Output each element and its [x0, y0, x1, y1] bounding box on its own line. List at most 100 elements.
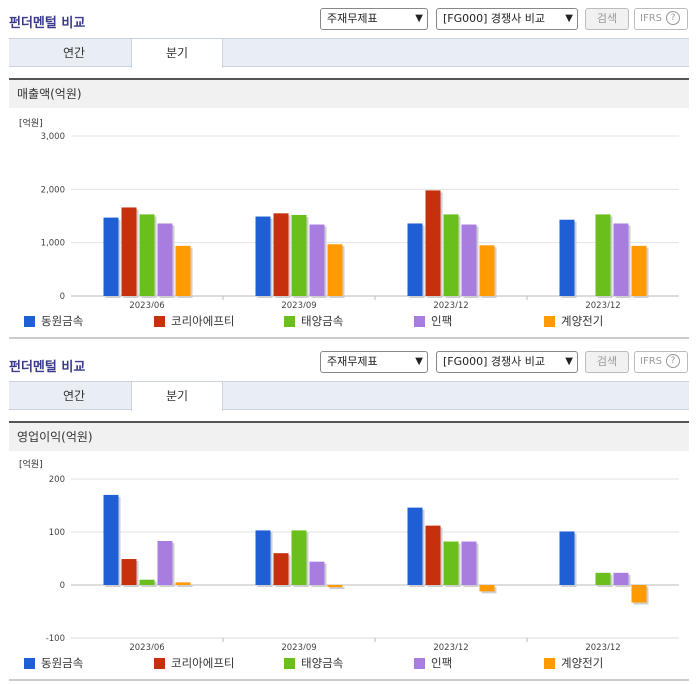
- ifrs-help[interactable]: IFRS?: [634, 351, 688, 373]
- tab-annual[interactable]: 연간: [62, 389, 86, 403]
- legend-swatch: [544, 658, 555, 669]
- bar: [255, 530, 271, 585]
- bar-shadow: [177, 584, 193, 587]
- bar: [291, 214, 307, 296]
- bar: [425, 525, 441, 585]
- tab-annual[interactable]: 연간: [62, 46, 86, 60]
- ifrs-help[interactable]: IFRS?: [634, 8, 688, 30]
- tab-bar: 연간 분기: [9, 38, 689, 68]
- x-tick-label: 2023/06: [129, 643, 164, 650]
- legend: 동원금속 코리아에프티 태양금속 인팩 계양전기: [24, 313, 684, 329]
- bar: [461, 224, 477, 296]
- bar: [157, 223, 173, 296]
- search-button[interactable]: 검색: [585, 8, 629, 30]
- tab-bar: 연간 분기: [9, 381, 689, 411]
- legend-item[interactable]: 인팩: [414, 655, 452, 671]
- y-tick-label: 200: [49, 475, 65, 485]
- bar: [121, 559, 137, 585]
- legend-item[interactable]: 동원금속: [24, 655, 83, 671]
- bar: [595, 572, 611, 585]
- ifrs-label: IFRS: [640, 356, 662, 367]
- revenue-chart: [억원] 0 1,000 2,000 3,000 2023/06 2023/09 2023/1…: [19, 117, 679, 308]
- bar: [175, 245, 191, 296]
- legend-swatch: [24, 316, 35, 327]
- legend-label: 태양금속: [301, 656, 344, 670]
- statement-select-value: 주재무제표: [327, 12, 378, 25]
- bar: [595, 214, 611, 296]
- section-header: 매출액(억원): [9, 78, 689, 108]
- legend-item[interactable]: 태양금속: [284, 655, 343, 671]
- legend-swatch: [414, 316, 425, 327]
- help-icon: ?: [666, 354, 680, 368]
- legend-label: 인팩: [431, 314, 453, 328]
- legend-label: 코리아에프티: [171, 314, 235, 328]
- legend-item[interactable]: 동원금속: [24, 313, 83, 329]
- y-tick-label: 100: [49, 528, 65, 538]
- legend-item[interactable]: 코리아에프티: [154, 313, 234, 329]
- legend-item[interactable]: 인팩: [414, 313, 452, 329]
- chevron-down-icon: ▼: [565, 356, 573, 367]
- bar: [461, 541, 477, 585]
- bar: [139, 214, 155, 296]
- legend-label: 계양전기: [561, 656, 604, 670]
- legend-item[interactable]: 코리아에프티: [154, 655, 234, 671]
- bar: [559, 531, 575, 585]
- x-tick-label: 2023/12: [585, 643, 620, 650]
- search-button[interactable]: 검색: [585, 351, 629, 373]
- bar: [425, 190, 441, 296]
- legend-item[interactable]: 계양전기: [544, 313, 603, 329]
- y-tick-label: 0: [60, 581, 65, 591]
- legend-item[interactable]: 계양전기: [544, 655, 603, 671]
- bar: [443, 541, 459, 585]
- legend-label: 태양금속: [301, 314, 344, 328]
- legend-swatch: [154, 658, 165, 669]
- statement-select[interactable]: 주재무제표 ▼: [320, 351, 428, 373]
- bar: [121, 207, 137, 296]
- y-tick-label: 0: [60, 292, 65, 302]
- x-tick-label: 2023/09: [281, 643, 316, 650]
- peer-select[interactable]: [FG000] 경쟁사 비교 ▼: [436, 8, 578, 30]
- chevron-down-icon: ▼: [415, 356, 423, 367]
- bar: [139, 579, 155, 585]
- y-tick-label: -100: [46, 634, 65, 644]
- statement-select-value: 주재무제표: [327, 355, 378, 368]
- bar: [479, 585, 495, 592]
- panel-operating-profit: 펀더멘털 비교 주재무제표 ▼ [FG000] 경쟁사 비교 ▼ 검색 IFRS? …: [0, 342, 696, 684]
- legend-swatch: [544, 316, 555, 327]
- x-tick-label: 2023/09: [281, 301, 316, 308]
- bar: [103, 217, 119, 296]
- tab-quarterly[interactable]: 분기: [131, 382, 223, 411]
- legend-swatch: [24, 658, 35, 669]
- tab-quarterly[interactable]: 분기: [131, 39, 223, 68]
- bar: [309, 224, 325, 296]
- bar: [443, 214, 459, 296]
- legend-label: 인팩: [431, 656, 453, 670]
- legend-swatch: [154, 316, 165, 327]
- operating-profit-chart: [억원] -100 0 100 200 2023/06 2023/09 2023/12 2023…: [19, 458, 679, 650]
- panel-title: 펀더멘털 비교: [9, 16, 86, 31]
- bar-shadow: [329, 587, 345, 590]
- bar: [327, 585, 343, 588]
- bar: [309, 561, 325, 585]
- legend-swatch: [284, 658, 295, 669]
- x-tick-label: 2023/12: [433, 301, 468, 308]
- bar: [613, 223, 629, 296]
- panel-revenue: 펀더멘털 비교 주재무제표 ▼ [FG000] 경쟁사 비교 ▼ 검색 IFRS? …: [9, 8, 689, 339]
- bar: [291, 530, 307, 585]
- x-tick-label: 2023/12: [433, 643, 468, 650]
- bar: [631, 245, 647, 296]
- y-tick-label: 2,000: [41, 185, 65, 195]
- legend-swatch: [414, 658, 425, 669]
- bar: [327, 244, 343, 296]
- bar: [613, 572, 629, 585]
- bar: [273, 213, 289, 296]
- divider: [9, 337, 689, 339]
- statement-select[interactable]: 주재무제표 ▼: [320, 8, 428, 30]
- help-icon: ?: [666, 11, 680, 25]
- panel-title: 펀더멘털 비교: [9, 360, 86, 375]
- peer-select[interactable]: [FG000] 경쟁사 비교 ▼: [436, 351, 578, 373]
- bar: [157, 541, 173, 585]
- legend-label: 코리아에프티: [171, 656, 235, 670]
- legend-item[interactable]: 태양금속: [284, 313, 343, 329]
- legend-label: 계양전기: [561, 314, 604, 328]
